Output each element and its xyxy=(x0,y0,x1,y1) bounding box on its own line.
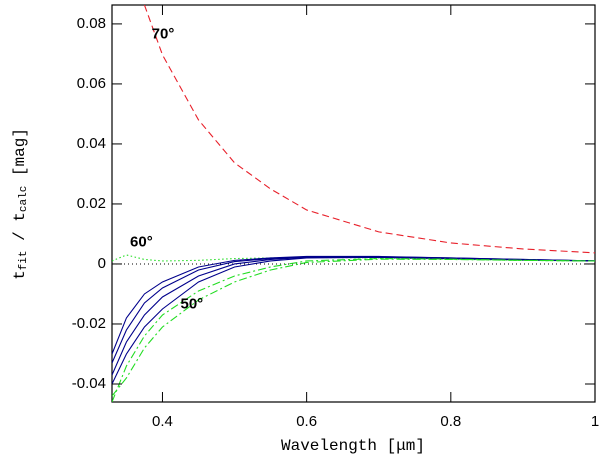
y-label-subscript: calc xyxy=(18,186,30,212)
y-tick-label: 0.06 xyxy=(77,75,106,92)
y-label-part: t xyxy=(11,270,29,280)
plot-frame xyxy=(111,4,596,403)
x-axis-label: Wavelength [μm] xyxy=(281,437,425,455)
y-label-part: / t xyxy=(11,212,29,250)
series-line xyxy=(112,256,595,385)
x-tick-label: 0.6 xyxy=(296,413,317,430)
x-tick-label: 0.8 xyxy=(440,413,461,430)
annotation: 60° xyxy=(130,233,153,250)
y-tick-label: -0.04 xyxy=(72,375,106,392)
x-tick-label: 1 xyxy=(591,413,599,430)
y-tick-label: 0.02 xyxy=(77,195,106,212)
y-tick-label: -0.02 xyxy=(72,315,106,332)
y-tick-label: 0 xyxy=(98,255,106,272)
y-axis-label: tfit / tcalc [mag] xyxy=(11,128,30,280)
series-line xyxy=(112,256,595,376)
y-label-subscript: fit xyxy=(18,251,30,271)
y-tick-label: 0.08 xyxy=(77,15,106,32)
y-label-part: [mag] xyxy=(11,128,29,186)
curves xyxy=(112,5,595,402)
series-line xyxy=(112,258,595,402)
annotation: 70° xyxy=(152,25,175,42)
annotation: 50° xyxy=(180,295,203,312)
series-line xyxy=(112,258,595,397)
series-line xyxy=(143,5,595,254)
x-tick-label: 0.4 xyxy=(152,413,173,430)
y-tick-label: 0.04 xyxy=(77,135,106,152)
